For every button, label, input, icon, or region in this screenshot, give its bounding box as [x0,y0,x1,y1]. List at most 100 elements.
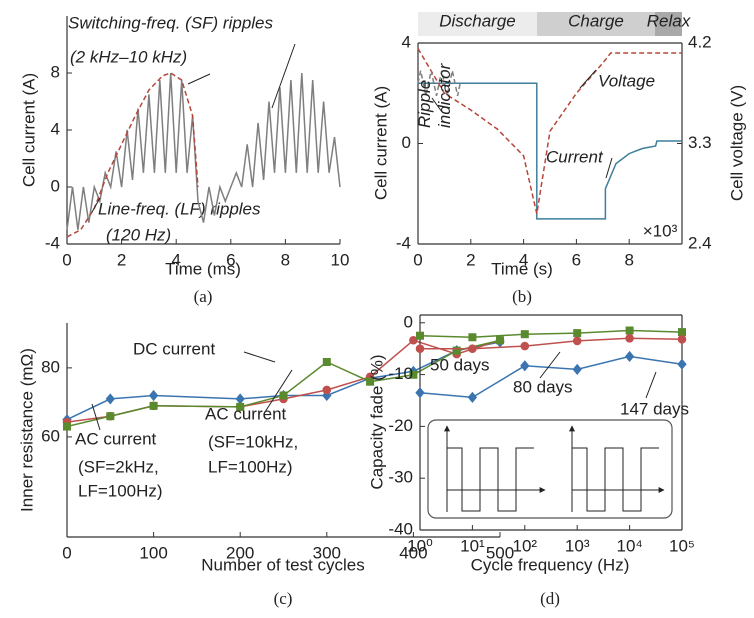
point [677,358,687,370]
x-tick-label: 2 [117,250,126,269]
x-multiplier: ×10³ [643,221,678,240]
caption: (b) [512,287,532,306]
point [467,391,478,403]
point [236,402,245,411]
y-tick-label: 0 [404,312,413,331]
annotation: Switching-freq. (SF) ripples [68,13,274,32]
pointer [605,157,613,179]
point [520,330,529,339]
x-tick-label: 0 [62,250,71,269]
point [573,329,582,338]
y-tick-label: -40 [388,519,413,538]
point [322,358,331,367]
x-tick-label: 10⁵ [669,536,695,555]
point [235,393,245,405]
x-tick-label: 200 [226,543,254,562]
point [677,335,687,344]
x-tick-label: 2 [466,250,475,269]
annotation: (SF=2kHz, [78,457,159,476]
point [322,385,332,395]
point [520,341,530,351]
series-line [419,329,683,339]
phase-label: Charge [568,11,624,30]
point [415,344,425,353]
x-axis-label: Time (s) [491,259,553,278]
y-tick-label: 4 [402,32,411,51]
annotation: LF=100Hz) [78,481,163,500]
annotation: Line-freq. (LF) ripples [98,199,261,218]
point [572,336,582,346]
point [496,336,504,345]
phase-band [655,12,682,36]
annotation: (2 kHz–10 kHz) [70,47,187,66]
pointer [243,351,276,363]
y-axis-label: Capacity fade (%) [367,354,386,489]
caption: (c) [274,589,293,608]
phase-label: Relax [647,11,691,30]
y-axis-label: Cell current (A) [19,73,38,187]
point [409,335,418,345]
series-label: 50 days [430,355,490,374]
series-label-line: indicator [435,62,454,128]
x-tick-label: 0 [62,543,71,562]
point [105,393,115,405]
x-tick-label: 10² [513,536,538,555]
series-line [419,355,683,399]
x-axis-label: Cycle frequency (Hz) [471,555,630,574]
point [148,389,159,402]
annotation: (SF=10kHz, [208,432,298,451]
y-tick-label: -10 [388,364,413,383]
x-tick-label: 4 [519,250,528,269]
series-label-line: Ripple [415,75,434,128]
point [416,331,424,340]
x-tick-label: 10 [331,250,350,269]
pointer [264,369,293,413]
x-tick-label: 0 [413,250,422,269]
pointer [271,43,296,109]
x-tick-label: 500 [486,543,514,562]
y-tick-label: 4 [51,119,60,138]
point [468,344,477,353]
y2-tick-label: 3.3 [688,133,712,152]
y-tick-label: -4 [396,233,411,252]
pointer [645,371,657,399]
caption: (d) [540,589,560,608]
annotation: LF=100Hz) [208,457,293,476]
point [63,422,71,431]
current-wave [572,447,659,512]
x-tick-label: 100 [139,543,167,562]
x-tick-label: 10⁰ [407,536,433,555]
y-tick-label: -4 [45,233,60,252]
series-line [417,70,461,96]
series-line [418,82,682,220]
x-tick-label: 6 [572,250,581,269]
series-label: AC current [75,429,157,448]
point [415,387,425,399]
pointer [91,197,101,213]
point [279,391,288,400]
y-tick-label: 80 [41,357,60,376]
series-label: 147 days [620,399,689,418]
y-tick-label: 8 [51,62,60,81]
y2-axis-label: Cell voltage (V) [727,85,746,201]
series-label: Voltage [598,71,655,90]
y-tick-label: -30 [388,468,413,487]
phase-label: Discharge [439,11,516,30]
pointer [431,97,443,113]
x-axis-label: Time (ms) [165,259,241,278]
series-label: DC current [133,339,215,358]
point [678,328,686,337]
y-axis-label: Inner resistance (mΩ) [17,348,36,512]
series-line [420,337,683,350]
point [409,370,418,379]
series-line [66,339,501,428]
x-tick-label: 400 [399,543,427,562]
phase-band [418,12,537,36]
point [624,350,635,363]
pointer [539,351,561,379]
annotation: (120 Hz) [106,225,171,244]
series-label: Ripple indicator [415,62,454,128]
pointer [91,403,101,431]
y-tick-label: -20 [388,416,413,435]
